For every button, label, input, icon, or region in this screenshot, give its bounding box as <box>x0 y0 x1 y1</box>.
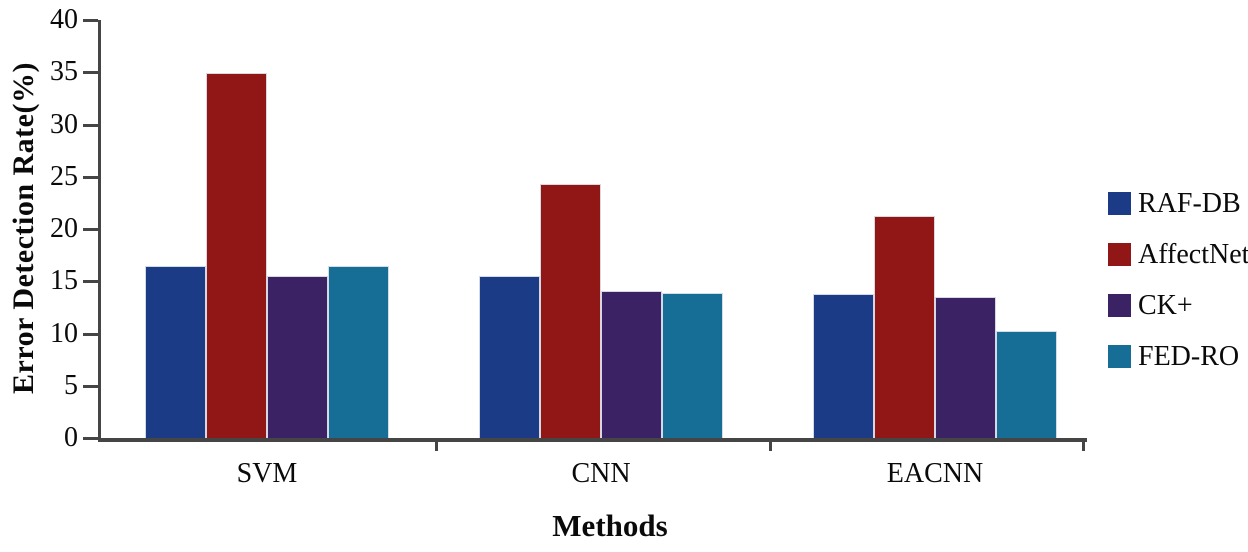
y-tick-mark <box>83 228 98 231</box>
x-axis-tick <box>435 438 438 451</box>
y-tick-label: 30 <box>50 108 78 140</box>
y-tick-label: 20 <box>50 213 78 244</box>
legend-item-fed-ro: FED-RO <box>1108 340 1248 372</box>
bar-cnn-fed-ro <box>662 292 723 438</box>
bar-group-eacnn <box>813 20 1057 438</box>
y-tick-mark <box>83 19 98 22</box>
y-tick-mark <box>83 437 98 440</box>
x-axis-title: Methods <box>552 508 668 543</box>
legend-item-ck: CK+ <box>1108 289 1248 321</box>
x-category-label-svm: SVM <box>236 458 298 489</box>
y-tick-label: 10 <box>50 317 78 349</box>
bar-eacnn-fed-ro <box>996 331 1057 438</box>
y-tick-label: 15 <box>50 265 78 297</box>
legend-swatch-affectnet <box>1108 243 1131 266</box>
y-tick-label: 5 <box>64 369 78 401</box>
y-tick-mark <box>83 384 98 388</box>
plot-area <box>98 20 1087 442</box>
y-tick-label: 40 <box>50 4 78 35</box>
legend-swatch-ck <box>1108 294 1131 317</box>
legend-label-raf-db: RAF-DB <box>1138 187 1241 219</box>
x-axis-tick <box>1082 438 1085 451</box>
legend-item-affectnet: AffectNet <box>1108 238 1248 270</box>
bar-group-cnn <box>479 20 723 438</box>
bar-cnn-ck <box>601 290 662 438</box>
y-tick-label: 35 <box>50 56 78 88</box>
legend-label-affectnet: AffectNet <box>1138 238 1248 270</box>
bar-cnn-raf-db <box>479 276 540 438</box>
bar-svm-affectnet <box>206 73 267 438</box>
bar-group-svm <box>145 20 389 438</box>
y-tick-mark <box>83 280 98 284</box>
y-tick-mark <box>83 123 98 127</box>
y-tick-mark <box>83 71 98 75</box>
y-tick-mark <box>83 175 98 179</box>
bar-svm-raf-db <box>145 265 206 438</box>
bar-eacnn-affectnet <box>874 216 935 438</box>
bar-eacnn-ck <box>935 296 996 438</box>
y-tick-label: 0 <box>64 422 78 453</box>
x-category-label-cnn: CNN <box>571 458 631 489</box>
x-axis-tick <box>769 438 772 451</box>
legend-swatch-raf-db <box>1108 192 1131 215</box>
bar-svm-fed-ro <box>328 265 389 438</box>
bar-cnn-affectnet <box>540 184 601 438</box>
bar-eacnn-raf-db <box>813 293 874 438</box>
legend-label-ck: CK+ <box>1138 289 1193 321</box>
legend-item-raf-db: RAF-DB <box>1108 187 1248 219</box>
y-tick-mark <box>83 332 98 336</box>
x-category-label-eacnn: EACNN <box>886 458 984 489</box>
legend-label-fed-ro: FED-RO <box>1138 340 1240 372</box>
legend: RAF-DB AffectNet CK+ FED-RO <box>1108 187 1248 396</box>
legend-swatch-fed-ro <box>1108 345 1131 368</box>
bar-svm-ck <box>267 276 328 438</box>
y-tick-label: 25 <box>50 160 78 192</box>
